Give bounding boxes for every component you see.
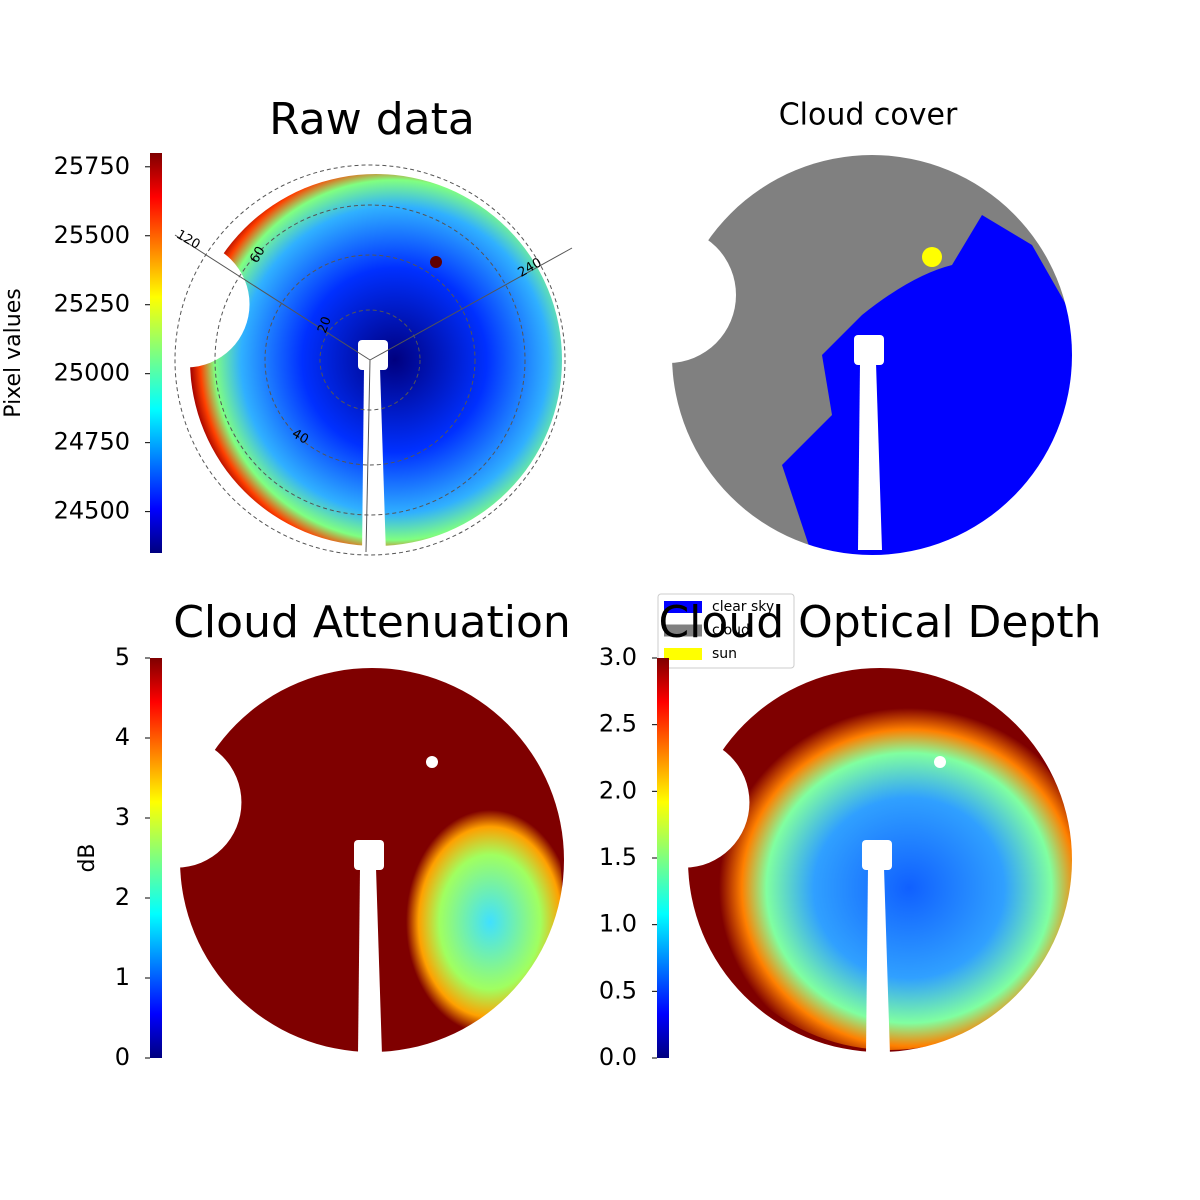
- legend-label: cloud: [712, 623, 750, 639]
- panel-title: Raw data: [269, 94, 475, 145]
- polar-axis: [174, 234, 371, 361]
- arm-head: [854, 335, 884, 365]
- polar-circle: [319, 309, 421, 411]
- polar-axis: [365, 359, 371, 553]
- arm-head: [354, 840, 384, 870]
- tick-label: 0: [115, 1043, 130, 1071]
- tick-label: 0.5: [599, 976, 637, 1004]
- clear-region: [700, 690, 1080, 1050]
- tick-label: 25750: [54, 152, 130, 180]
- panel-title: Cloud Optical Depth: [658, 597, 1101, 648]
- tick-label: 3.0: [599, 643, 637, 671]
- tick-label: 0.0: [599, 1043, 637, 1071]
- colorbar-label: dB: [75, 843, 100, 872]
- sun-mask: [426, 756, 438, 768]
- polar-grid: [174, 164, 573, 556]
- polar-circle: [174, 164, 566, 556]
- clear-region: [322, 730, 562, 1050]
- polar-axis: [369, 247, 573, 361]
- legend-label: clear sky: [712, 599, 774, 615]
- sun: [922, 247, 942, 267]
- tick-label: 1.0: [599, 910, 637, 938]
- tick-label: 2.0: [599, 776, 637, 804]
- tick-label: 5: [115, 643, 130, 671]
- colorbar: [150, 153, 162, 553]
- tick-label: 3: [115, 803, 130, 831]
- tick-label: 25000: [54, 359, 130, 387]
- legend-swatch: [664, 601, 702, 613]
- panel-title: Cloud Attenuation: [173, 597, 571, 648]
- sun-mask: [430, 256, 442, 268]
- legend-swatch: [664, 624, 702, 637]
- polar-label: 20: [315, 315, 335, 336]
- colorbar: [657, 658, 669, 1058]
- arm: [362, 368, 386, 555]
- arm-head: [862, 840, 892, 870]
- tick-label: 1.5: [599, 843, 637, 871]
- arm: [358, 868, 382, 1055]
- polar-label: 60: [247, 244, 268, 266]
- legend-label: sun: [712, 646, 737, 662]
- tick-label: 2.5: [599, 710, 637, 738]
- polar-circle: [214, 204, 526, 516]
- arm-head: [358, 340, 388, 370]
- tick-label: 25250: [54, 290, 130, 318]
- tick-label: 2: [115, 883, 130, 911]
- tick-label: 24750: [54, 428, 130, 456]
- polar-label: 40: [289, 426, 311, 447]
- polar-circle: [264, 254, 476, 466]
- colorbar: [150, 658, 162, 1058]
- tick-label: 1: [115, 963, 130, 991]
- colorbar-label: Pixel values: [1, 288, 26, 417]
- arm: [858, 363, 882, 550]
- clear-area: [782, 215, 1072, 555]
- tick-label: 4: [115, 723, 130, 751]
- tick-label: 24500: [54, 497, 130, 525]
- legend-swatch: [664, 648, 702, 660]
- arm: [866, 868, 890, 1055]
- sun-mask: [934, 756, 946, 768]
- panel-title: Cloud cover: [779, 98, 958, 133]
- tick-label: 25500: [54, 221, 130, 249]
